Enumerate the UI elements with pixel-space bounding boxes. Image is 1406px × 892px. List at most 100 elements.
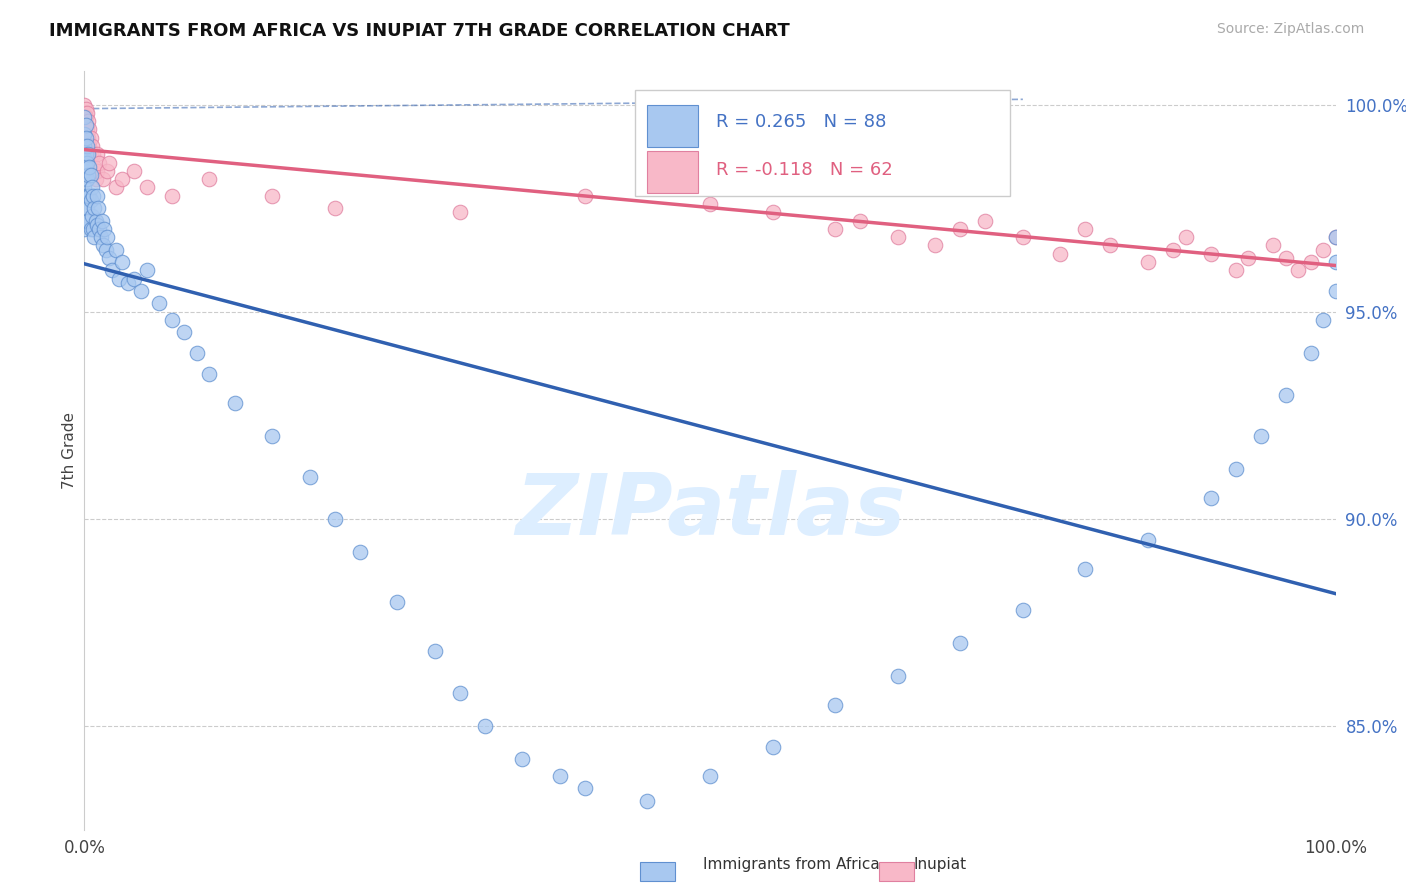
Point [1299,255,1322,269]
Point [73,201,96,215]
Point [512,752,534,766]
Point [924,238,946,252]
Point [1312,313,1334,327]
Point [1225,462,1247,476]
Point [129,284,152,298]
Point [224,396,246,410]
Point [86,188,108,202]
Point [1299,346,1322,360]
Point [75,135,97,149]
Point [73,105,96,120]
Point [75,110,97,124]
Point [76,105,98,120]
Point [699,197,721,211]
Point [79,147,101,161]
Point [186,346,208,360]
Point [1286,263,1309,277]
Point [73,163,96,178]
Point [75,102,97,116]
Point [1049,246,1071,260]
Point [89,222,111,236]
Point [84,172,107,186]
Point [1324,230,1347,244]
Point [75,147,97,161]
Point [385,595,409,609]
Point [96,163,118,178]
Point [75,118,97,132]
Point [1161,243,1184,257]
Y-axis label: 7th Grade: 7th Grade [62,412,77,489]
Point [86,147,108,161]
Point [1237,251,1260,265]
Point [349,545,371,559]
Point [1274,387,1296,401]
Point [117,276,139,290]
Point [887,230,910,244]
Point [474,719,496,733]
Point [574,188,596,202]
Point [73,127,96,141]
Point [1225,263,1247,277]
Point [548,769,571,783]
Point [1174,230,1197,244]
Point [262,429,284,443]
Point [1012,230,1035,244]
Point [1199,246,1222,260]
Point [824,698,846,713]
Point [124,163,146,178]
Point [89,155,111,169]
Text: Immigrants from Africa: Immigrants from Africa [703,857,880,872]
Point [79,193,101,207]
Point [86,163,108,178]
Point [83,160,105,174]
Point [323,201,346,215]
Text: Source: ZipAtlas.com: Source: ZipAtlas.com [1216,22,1364,37]
Point [93,222,115,236]
Point [73,139,96,153]
Point [298,470,321,484]
Point [76,122,98,136]
Point [98,155,121,169]
Point [1324,284,1347,298]
Point [762,205,785,219]
Point [323,512,346,526]
Point [449,686,471,700]
Point [449,205,471,219]
Point [111,255,134,269]
Point [75,188,97,202]
Point [173,326,195,340]
Point [104,180,127,194]
Point [574,781,596,796]
Point [73,110,96,124]
Point [73,139,96,153]
Point [73,180,96,194]
Point [77,147,100,161]
Point [262,188,284,202]
Text: ZIPatlas: ZIPatlas [515,469,905,553]
Point [75,130,97,145]
Point [949,636,972,650]
Point [80,180,103,194]
Point [974,213,997,227]
Point [1012,603,1035,617]
Text: IMMIGRANTS FROM AFRICA VS INUPIAT 7TH GRADE CORRELATION CHART: IMMIGRANTS FROM AFRICA VS INUPIAT 7TH GR… [49,22,790,40]
Point [94,243,117,257]
Point [77,114,100,128]
Point [1274,251,1296,265]
Point [82,147,104,161]
Point [762,739,785,754]
Point [136,180,159,194]
Point [824,222,846,236]
Point [76,172,98,186]
Point [77,213,100,227]
Point [73,127,96,141]
Point [96,230,118,244]
Point [949,222,972,236]
Text: R = -0.118   N = 62: R = -0.118 N = 62 [716,161,893,179]
Point [80,210,103,224]
Point [79,188,101,202]
Point [77,188,100,202]
Point [84,213,107,227]
Point [91,172,114,186]
Point [1074,561,1097,575]
